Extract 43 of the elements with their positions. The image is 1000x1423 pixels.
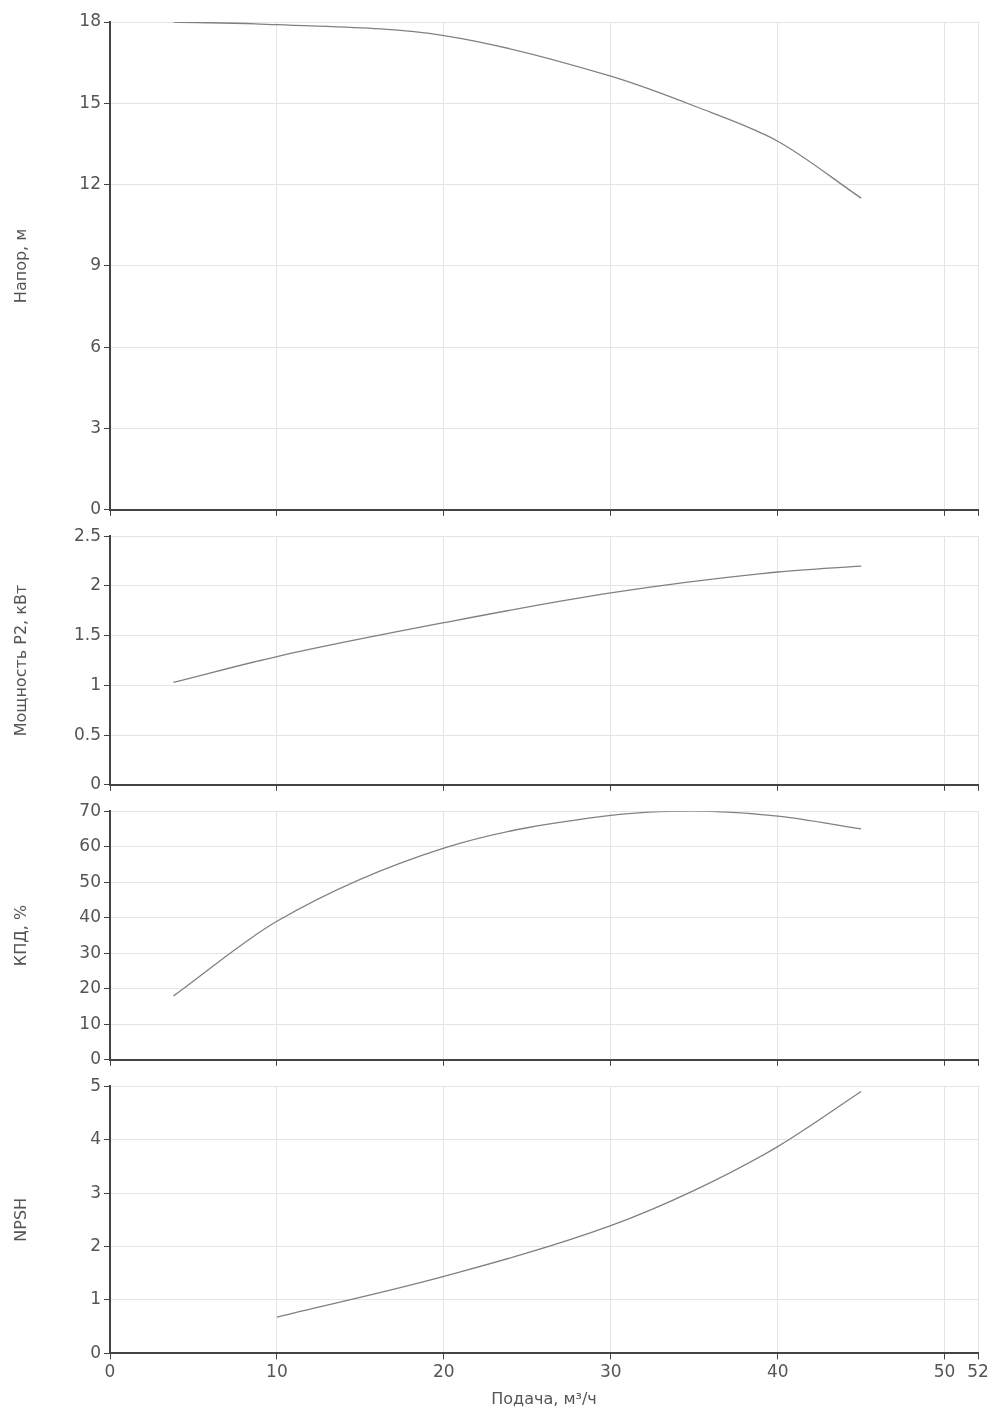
y-tick-label: 60	[79, 835, 101, 856]
y-tick-label: 1	[90, 1288, 101, 1309]
y-tick-label: 3	[90, 1181, 101, 1202]
y-tick-label: 5	[90, 1074, 101, 1095]
y-tick-label: 18	[79, 10, 101, 31]
y-tick-label: 2.5	[73, 524, 101, 545]
y-tick-label: 50	[79, 870, 101, 891]
y-tick-label: 2	[90, 1234, 101, 1255]
y-tick-label: 0	[90, 498, 101, 519]
y-tick-label: 0	[90, 1048, 101, 1069]
y-tick-label: 15	[79, 91, 101, 112]
y-axis-title: КПД, %	[10, 904, 30, 967]
y-tick-label: 12	[79, 173, 101, 194]
line-series	[172, 565, 862, 684]
y-tick-label: 0	[90, 1341, 101, 1362]
x-tick-label: 52	[967, 1361, 989, 1382]
y-tick-label: 0	[90, 773, 101, 794]
y-tick-label: 70	[79, 799, 101, 820]
y-tick-label: 2	[90, 574, 101, 595]
y-tick-label: 30	[79, 941, 101, 962]
line-series	[172, 22, 862, 199]
x-tick-label: 20	[433, 1361, 455, 1382]
y-tick-label: 4	[90, 1128, 101, 1149]
y-tick-label: 3	[90, 416, 101, 437]
y-tick-label: 1.5	[73, 624, 101, 645]
x-axis-title: Подача, м³/ч	[491, 1388, 597, 1408]
line-series	[172, 811, 862, 997]
x-tick-label: 40	[766, 1361, 789, 1382]
y-axis-title: Напор, м	[10, 228, 30, 304]
x-tick-label: 50	[933, 1361, 956, 1382]
x-tick-label: 0	[104, 1361, 116, 1382]
y-tick-label: 10	[79, 1012, 101, 1033]
x-tick-label: 30	[599, 1361, 622, 1382]
y-axis-title: NPSH	[10, 1197, 30, 1242]
y-tick-label: 40	[79, 906, 101, 927]
y-tick-label: 0.5	[73, 723, 101, 744]
y-tick-label: 9	[90, 254, 101, 275]
x-tick-label: 10	[266, 1361, 288, 1382]
line-series	[276, 1090, 862, 1318]
y-tick-label: 6	[90, 335, 101, 356]
y-tick-label: 1	[90, 673, 101, 694]
y-axis-title: Мощность P2, кВт	[10, 584, 30, 737]
y-tick-label: 20	[79, 977, 101, 998]
